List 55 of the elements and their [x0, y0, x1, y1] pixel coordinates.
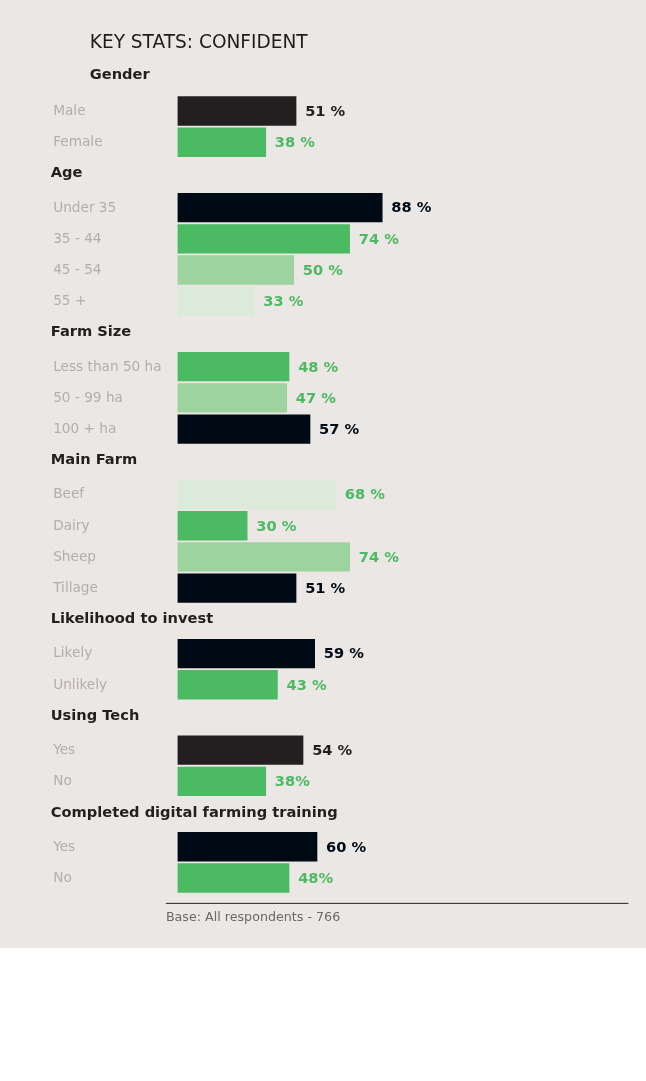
- bar: [177, 479, 336, 510]
- data-label: 68 %: [344, 485, 386, 503]
- data-label: 48 %: [298, 357, 339, 375]
- bar: [177, 573, 297, 603]
- y-tick-label: Less than 50 ha: [53, 357, 162, 374]
- y-tick-label: Beef: [53, 485, 86, 502]
- chart-subtitle: Likelihood to invest: [50, 609, 214, 627]
- chart-subtitle: Age: [50, 163, 83, 181]
- y-tick-label: Tillage: [52, 579, 98, 596]
- data-label: 50 %: [302, 260, 344, 278]
- chart-subtitle: Using Tech: [50, 705, 140, 723]
- chart-subtitle: Farm Size: [50, 322, 132, 340]
- y-tick-label: No: [53, 868, 72, 885]
- chart-subtitle: Completed digital farming training: [50, 802, 338, 820]
- y-tick-label: 55 +: [53, 292, 87, 309]
- y-tick-label: Sheep: [53, 547, 96, 564]
- y-tick-label: No: [53, 772, 72, 789]
- y-tick-label: Female: [53, 133, 103, 150]
- bar: [177, 255, 295, 285]
- data-label: 38%: [274, 772, 311, 790]
- bar: [177, 542, 350, 572]
- data-label: 74 %: [358, 547, 400, 565]
- y-tick-label: 35 - 44: [53, 229, 102, 246]
- data-label: 74 %: [358, 229, 400, 247]
- y-tick-label: Likely: [53, 644, 93, 661]
- data-label: 43 %: [286, 675, 327, 693]
- y-tick-label: Male: [53, 101, 86, 118]
- data-label: 59 %: [323, 644, 365, 662]
- y-tick-label: 100 + ha: [53, 420, 117, 437]
- data-label: 38 %: [274, 133, 316, 151]
- y-tick-label: 45 - 54: [53, 260, 102, 277]
- bar: [177, 192, 383, 223]
- y-tick-label: Under 35: [53, 198, 117, 215]
- y-tick-label: Unlikely: [53, 675, 108, 692]
- data-label: 30 %: [256, 516, 297, 534]
- data-label: 54 %: [312, 741, 353, 759]
- y-tick-label: 50 - 99 ha: [53, 388, 123, 405]
- data-label: 88 %: [391, 198, 432, 216]
- data-label: 47 %: [295, 388, 337, 406]
- data-label: 60 %: [326, 837, 367, 855]
- chart-subtitle: Gender: [89, 64, 151, 82]
- chart-subtitle: Main Farm: [50, 450, 138, 468]
- data-label: 51 %: [305, 101, 346, 119]
- chart-title: KEY STATS: CONFIDENT: [89, 30, 309, 52]
- y-tick-label: Yes: [52, 837, 76, 854]
- data-label: 57 %: [319, 419, 360, 437]
- bar: [177, 224, 350, 254]
- text: Base: All respondents - 766: [165, 908, 341, 924]
- data-label: 51 %: [305, 579, 346, 597]
- bar: [177, 511, 248, 541]
- data-label: 48%: [298, 868, 334, 886]
- data-label: 33 %: [263, 292, 304, 310]
- bar: [177, 286, 255, 316]
- y-tick-label: Dairy: [53, 516, 90, 533]
- y-tick-label: Yes: [52, 741, 76, 758]
